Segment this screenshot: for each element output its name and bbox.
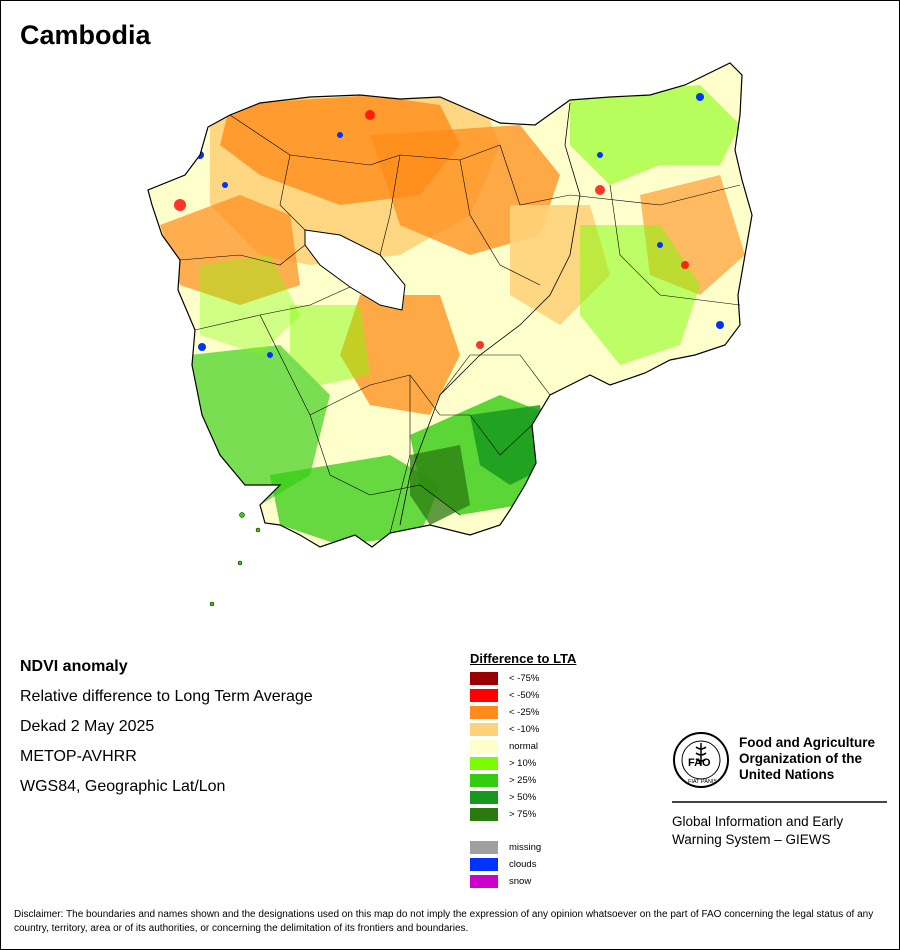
legend-item: < -50% — [470, 687, 630, 704]
island — [237, 560, 243, 566]
country-outline — [147, 62, 753, 548]
product-name: NDVI anomaly — [20, 658, 128, 675]
legend-swatch — [470, 740, 498, 753]
legend-label: > 10% — [509, 758, 537, 769]
legend-item: < -75% — [470, 670, 630, 687]
province-boundaries — [179, 114, 741, 534]
land-anomaly-layer — [148, 63, 752, 547]
map-info: NDVI anomaly Relative difference to Long… — [20, 656, 313, 806]
legend-swatch — [470, 706, 498, 719]
legend-swatch — [470, 757, 498, 770]
legend-label: < -25% — [509, 707, 540, 718]
legend-title: Difference to LTA — [470, 651, 577, 666]
fao-motto: FIAT PANIS — [688, 779, 717, 785]
legend-swatch — [470, 689, 498, 702]
island — [255, 527, 261, 533]
disclaimer: Disclaimer: The boundaries and names sho… — [14, 909, 874, 934]
legend-label: < -50% — [509, 690, 540, 701]
legend-item: > 25% — [470, 772, 630, 789]
island — [239, 512, 245, 518]
legend-label: snow — [509, 876, 532, 887]
legend-label: > 25% — [509, 775, 537, 786]
legend-swatch — [470, 791, 498, 804]
legend-label: normal — [509, 741, 539, 752]
product-projection: WGS84, Geographic Lat/Lon — [20, 778, 226, 795]
fao-logo: FAO FIAT PANIS — [673, 732, 729, 788]
legend-item: > 10% — [470, 755, 630, 772]
legend-extra: missing clouds snow — [470, 839, 630, 890]
legend-classes: < -75% < -50% < -25% < -10% normal > 10% > 25%… — [470, 670, 630, 823]
legend-swatch — [470, 875, 498, 888]
product-period: Dekad 2 May 2025 — [20, 718, 155, 735]
legend-label: missing — [509, 842, 542, 853]
product-sensor: METOP-AVHRR — [20, 748, 137, 765]
giews-name: Global Information and Early Warning Sys… — [672, 814, 844, 847]
legend-label: > 75% — [509, 809, 537, 820]
legend-label: clouds — [509, 859, 537, 870]
legend-item: < -25% — [470, 704, 630, 721]
ndvi-map — [140, 55, 760, 615]
legend: Difference to LTA < -75% < -50% < -25% < -1… — [470, 651, 630, 890]
mekong-river — [399, 102, 581, 526]
product-description: Relative difference to Long Term Average — [20, 688, 313, 705]
legend-label: < -10% — [509, 724, 540, 735]
legend-item: missing — [470, 839, 630, 856]
tonle-sap-lake — [304, 229, 406, 311]
fao-divider — [672, 801, 887, 803]
legend-swatch — [470, 774, 498, 787]
fao-branding: FAO FIAT PANIS Food and Agriculture Orga… — [672, 731, 892, 851]
legend-item: snow — [470, 873, 630, 890]
legend-item: clouds — [470, 856, 630, 873]
legend-item: normal — [470, 738, 630, 755]
legend-swatch — [470, 858, 498, 871]
cambodia-map-svg — [147, 62, 753, 607]
legend-swatch — [470, 808, 498, 821]
country-title: Cambodia — [20, 20, 151, 50]
fao-logo-letters: FAO — [688, 757, 711, 769]
legend-item: > 50% — [470, 789, 630, 806]
legend-item: < -10% — [470, 721, 630, 738]
fao-name: Food and Agriculture Organization of the… — [739, 735, 875, 782]
legend-label: < -75% — [509, 673, 540, 684]
legend-item: > 75% — [470, 806, 630, 823]
legend-swatch — [470, 672, 498, 685]
island — [209, 601, 215, 607]
legend-swatch — [470, 723, 498, 736]
legend-label: > 50% — [509, 792, 537, 803]
legend-swatch — [470, 841, 498, 854]
